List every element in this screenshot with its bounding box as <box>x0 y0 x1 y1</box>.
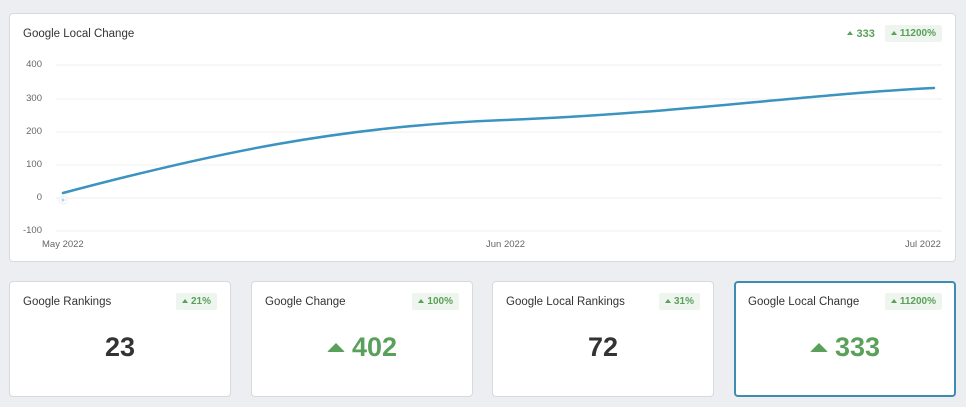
chart-svg <box>56 64 942 232</box>
triangle-up-icon <box>847 31 854 35</box>
kpi-value-text: 23 <box>104 332 136 362</box>
kpi-change-text: 21% <box>190 296 211 307</box>
kpi-value-text: 333 <box>834 332 881 362</box>
triangle-up-icon <box>890 31 897 35</box>
kpi-value-text: 402 <box>351 332 398 362</box>
header-change-text: 11200% <box>899 28 936 39</box>
kpi-value-text: 72 <box>587 332 619 362</box>
gridlines <box>56 64 942 232</box>
kpi-card-google-local-rankings[interactable]: Google Local Rankings 31% 72 <box>492 281 714 397</box>
header-value: 333 <box>847 27 875 40</box>
kpi-change-badge: 31% <box>658 293 700 310</box>
kpi-title: Google Change <box>265 296 346 308</box>
chart-header-stats: 333 11200% <box>847 25 942 42</box>
kpi-title: Google Local Change <box>748 296 860 308</box>
y-tick: 300 <box>26 93 42 104</box>
triangle-up-icon <box>664 299 671 303</box>
kpi-change-badge: 100% <box>412 293 459 310</box>
kpi-card-google-rankings[interactable]: Google Rankings 21% 23 <box>9 281 231 397</box>
y-tick: -100 <box>22 225 42 236</box>
chart-card: Google Local Change 333 11200% 400 <box>9 13 956 262</box>
kpi-change-text: 31% <box>673 296 694 307</box>
header-change-badge: 11200% <box>884 25 942 42</box>
triangle-up-icon <box>809 343 828 352</box>
triangle-up-icon <box>326 343 345 352</box>
kpi-card-google-change[interactable]: Google Change 100% 402 <box>251 281 473 397</box>
series-line <box>61 86 936 195</box>
kpi-value: 402 <box>252 332 472 363</box>
kpi-title: Google Local Rankings <box>506 296 625 308</box>
kpi-change-text: 11200% <box>899 296 936 307</box>
header-value-text: 333 <box>856 27 875 40</box>
kpi-value: 72 <box>493 332 713 363</box>
triangle-up-icon <box>418 299 425 303</box>
kpi-change-badge: 11200% <box>884 293 942 310</box>
x-tick: Jul 2022 <box>905 239 941 250</box>
y-tick: 100 <box>26 159 42 170</box>
line-chart[interactable]: 400 300 200 100 0 -100 May 2022 Jun 2022… <box>10 14 957 263</box>
triangle-up-icon <box>181 299 188 303</box>
y-tick: 0 <box>36 192 42 203</box>
kpi-change-badge: 21% <box>175 293 217 310</box>
triangle-up-icon <box>890 299 897 303</box>
x-tick: Jun 2022 <box>486 239 526 250</box>
x-tick: May 2022 <box>42 239 84 250</box>
kpi-card-google-local-change[interactable]: Google Local Change 11200% 333 <box>734 281 956 397</box>
kpi-value: 333 <box>736 332 954 363</box>
chart-title: Google Local Change <box>23 28 135 40</box>
y-tick: 200 <box>26 126 42 137</box>
y-tick: 400 <box>26 59 42 70</box>
kpi-value: 23 <box>10 332 230 363</box>
kpi-title: Google Rankings <box>23 296 112 308</box>
kpi-change-text: 100% <box>427 296 453 307</box>
